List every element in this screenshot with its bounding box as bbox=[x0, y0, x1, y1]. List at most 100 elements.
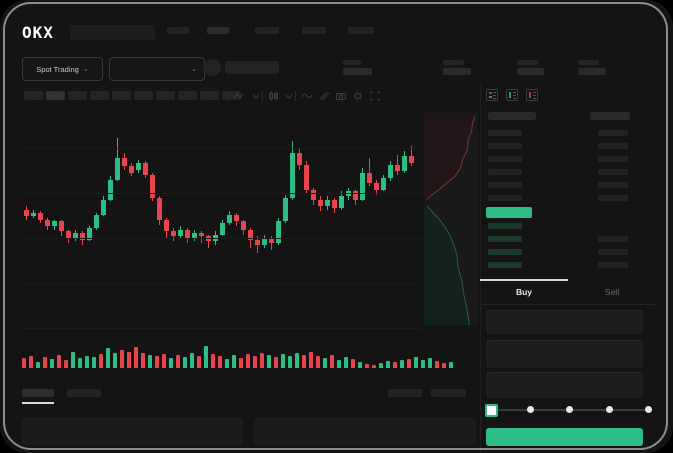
volume-bar bbox=[274, 357, 278, 368]
amount-input[interactable] bbox=[486, 340, 643, 368]
chart-gridline bbox=[22, 328, 422, 329]
volume-bar bbox=[330, 355, 334, 368]
total-input[interactable] bbox=[486, 372, 643, 398]
bid-row-price-placeholder[interactable] bbox=[488, 249, 522, 255]
slider-stop-dot[interactable] bbox=[526, 406, 534, 413]
chevron-down-icon[interactable] bbox=[283, 90, 295, 102]
camera-snapshot-icon[interactable] bbox=[335, 90, 347, 102]
bid-row-price-placeholder[interactable] bbox=[488, 223, 522, 229]
timeframe-button-placeholder[interactable] bbox=[46, 91, 65, 100]
toolbar-divider bbox=[262, 91, 263, 101]
nav-item-placeholder[interactable] bbox=[167, 27, 189, 34]
last-price-bar[interactable] bbox=[486, 207, 532, 218]
buy-tab-underline bbox=[480, 279, 568, 281]
volume-bar bbox=[36, 362, 40, 368]
timeframe-button-placeholder[interactable] bbox=[178, 91, 197, 100]
orders-table-placeholder bbox=[22, 417, 243, 445]
volume-bar bbox=[442, 363, 446, 368]
volume-bar bbox=[428, 358, 432, 368]
nav-item-placeholder[interactable] bbox=[207, 27, 229, 34]
volume-bar bbox=[64, 360, 68, 368]
timeframe-button-placeholder[interactable] bbox=[112, 91, 131, 100]
fullscreen-icon[interactable] bbox=[369, 90, 381, 102]
orders-tab-placeholder[interactable] bbox=[67, 389, 101, 397]
slider-stop-dot[interactable] bbox=[645, 406, 652, 413]
volume-bar bbox=[351, 359, 355, 368]
timeframe-button-placeholder[interactable] bbox=[200, 91, 219, 100]
pair-coin-icon bbox=[204, 59, 221, 76]
timeframe-button-placeholder[interactable] bbox=[68, 91, 87, 100]
zigzag-indicator-icon[interactable] bbox=[233, 90, 245, 102]
market-type-dropdown[interactable]: Spot Trading ⌄ bbox=[22, 57, 103, 81]
slider-handle[interactable] bbox=[485, 404, 498, 417]
ask-row-price-placeholder[interactable] bbox=[488, 195, 522, 201]
volume-bar bbox=[232, 355, 236, 368]
depth-chart[interactable] bbox=[424, 112, 478, 326]
book-col-header-placeholder bbox=[488, 112, 536, 120]
volume-bar bbox=[99, 354, 103, 368]
slider-stop-dot[interactable] bbox=[566, 406, 573, 413]
ask-row-price-placeholder[interactable] bbox=[488, 130, 522, 136]
orders-action-placeholder[interactable] bbox=[431, 389, 466, 397]
volume-bar bbox=[57, 355, 61, 368]
timeframe-button-placeholder[interactable] bbox=[90, 91, 109, 100]
ask-row-price-placeholder[interactable] bbox=[488, 143, 522, 149]
ask-row-amount-placeholder[interactable] bbox=[598, 143, 628, 149]
bid-row-amount-placeholder[interactable] bbox=[598, 262, 628, 268]
ask-row-price-placeholder[interactable] bbox=[488, 182, 522, 188]
volume-bar bbox=[134, 347, 138, 368]
timeframe-button-placeholder[interactable] bbox=[24, 91, 43, 100]
line-overlay-icon[interactable] bbox=[301, 90, 313, 102]
pair-name-placeholder bbox=[225, 61, 279, 74]
volume-bar bbox=[148, 355, 152, 368]
settings-gear-icon[interactable] bbox=[352, 90, 364, 102]
ask-row-price-placeholder[interactable] bbox=[488, 156, 522, 162]
stat-value-placeholder bbox=[517, 68, 544, 75]
candlestick-chart[interactable] bbox=[22, 112, 422, 340]
volume-bar bbox=[435, 361, 439, 368]
timeframe-button-placeholder[interactable] bbox=[156, 91, 175, 100]
book-combined-icon[interactable] bbox=[486, 89, 498, 101]
buy-submit-button[interactable] bbox=[486, 428, 643, 446]
timeframe-button-placeholder[interactable] bbox=[222, 91, 241, 100]
volume-bar bbox=[316, 356, 320, 368]
tab-sell[interactable]: Sell bbox=[604, 287, 620, 297]
orders-action-placeholder[interactable] bbox=[388, 389, 422, 397]
volume-bar bbox=[85, 356, 89, 368]
pair-dropdown[interactable]: ⌄ bbox=[109, 57, 205, 81]
chevron-down-icon[interactable] bbox=[250, 90, 262, 102]
search-bar-placeholder[interactable] bbox=[70, 25, 155, 40]
volume-bar bbox=[197, 356, 201, 368]
volume-bar bbox=[183, 357, 187, 368]
volume-bar bbox=[260, 353, 264, 368]
bid-row-price-placeholder[interactable] bbox=[488, 236, 522, 242]
nav-item-placeholder[interactable] bbox=[302, 27, 326, 34]
ask-row-amount-placeholder[interactable] bbox=[598, 130, 628, 136]
bid-row-price-placeholder[interactable] bbox=[488, 262, 522, 268]
timeframe-button-placeholder[interactable] bbox=[134, 91, 153, 100]
nav-item-placeholder[interactable] bbox=[255, 27, 279, 34]
okx-logo[interactable]: OKX bbox=[22, 23, 54, 42]
nav-item-placeholder[interactable] bbox=[348, 27, 374, 34]
candlestick-style-icon[interactable] bbox=[267, 90, 279, 102]
ask-row-price-placeholder[interactable] bbox=[488, 169, 522, 175]
price-input[interactable] bbox=[486, 310, 643, 334]
bid-row-amount-placeholder[interactable] bbox=[598, 236, 628, 242]
volume-bar bbox=[225, 359, 229, 368]
tab-buy[interactable]: Buy bbox=[515, 287, 533, 297]
ask-row-amount-placeholder[interactable] bbox=[598, 195, 628, 201]
chart-gridline bbox=[22, 148, 422, 149]
volume-bar bbox=[379, 363, 383, 368]
book-bids-icon[interactable] bbox=[506, 89, 518, 101]
ask-row-amount-placeholder[interactable] bbox=[598, 156, 628, 162]
ask-row-amount-placeholder[interactable] bbox=[598, 182, 628, 188]
bid-row-amount-placeholder[interactable] bbox=[598, 249, 628, 255]
volume-bar bbox=[92, 357, 96, 368]
orders-tab-active-placeholder[interactable] bbox=[22, 389, 54, 397]
book-asks-icon[interactable] bbox=[526, 89, 538, 101]
ask-row-amount-placeholder[interactable] bbox=[598, 169, 628, 175]
compare-icon[interactable] bbox=[318, 90, 330, 102]
slider-stop-dot[interactable] bbox=[605, 406, 613, 413]
stat-value-placeholder bbox=[443, 68, 471, 75]
